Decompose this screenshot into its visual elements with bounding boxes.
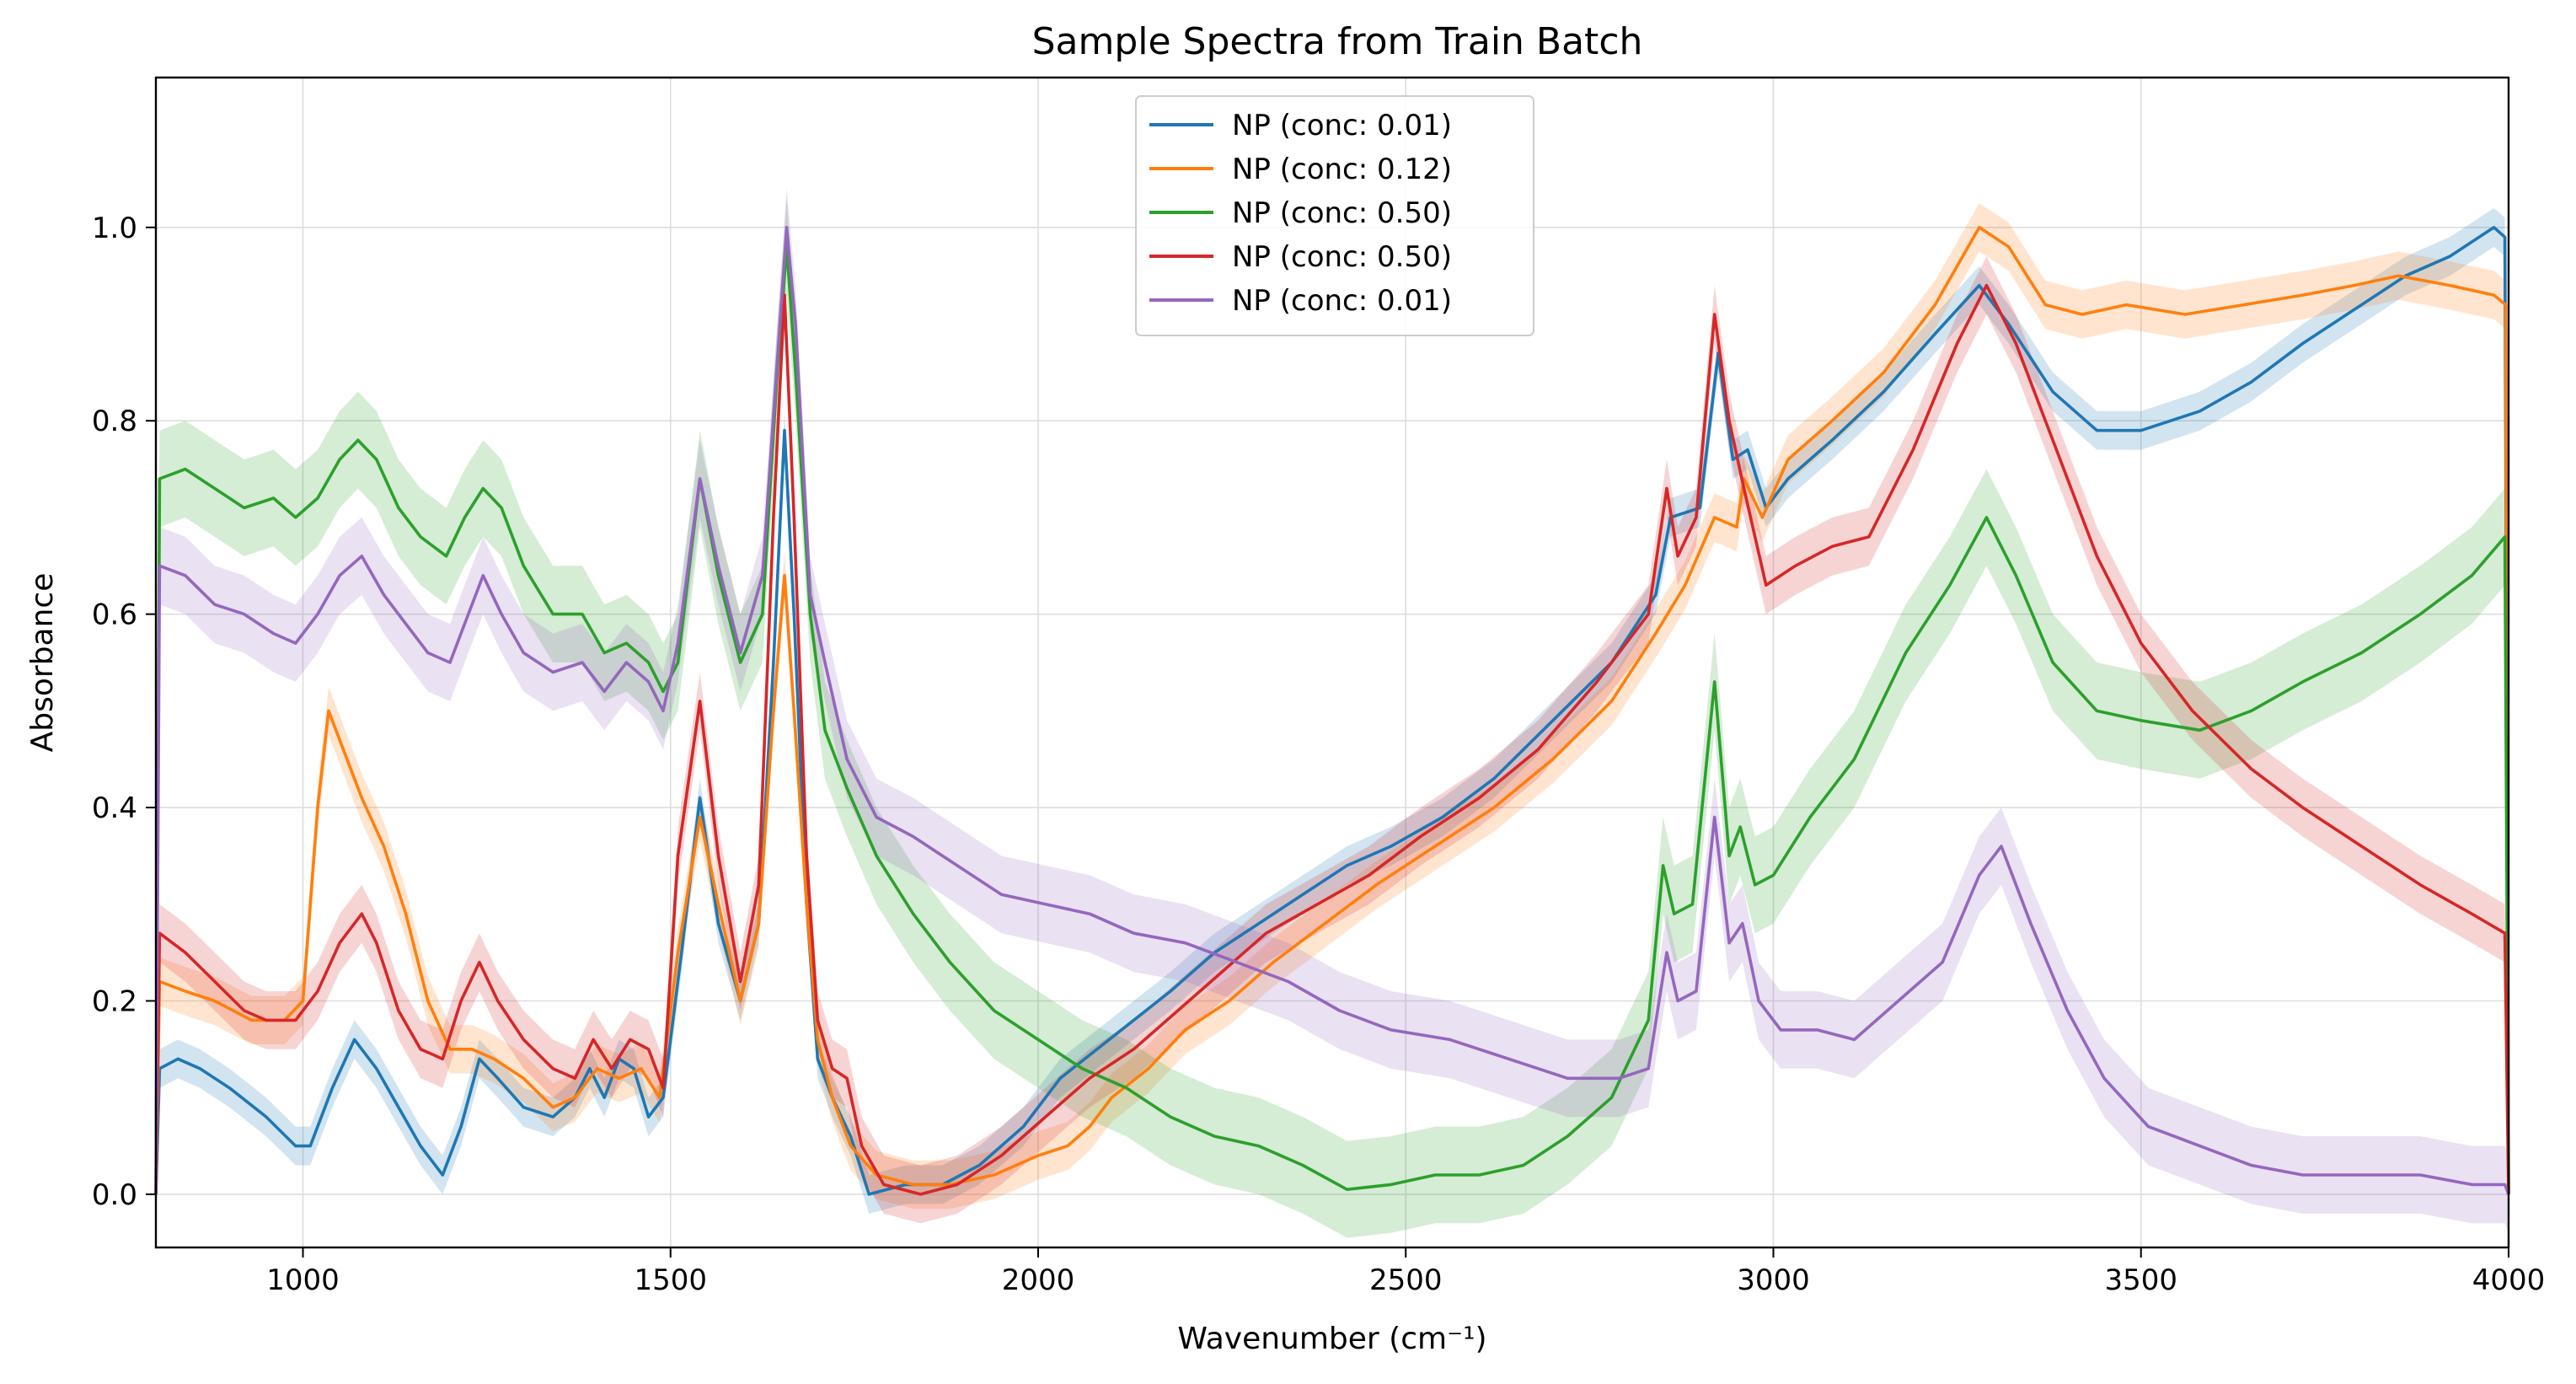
- x-tick-label: 3000: [1737, 1263, 1810, 1297]
- legend-box: [1135, 95, 1534, 336]
- plot-frame: [154, 76, 2510, 1249]
- x-tick-label: 4000: [2472, 1263, 2546, 1297]
- y-tick-label: 0.0: [92, 1178, 137, 1212]
- axis-ticks: 1000 1500 2000 2500 3000 3500 4000 0.0 0.2 0.4 0.6…: [92, 212, 2545, 1297]
- legend-label: NP (conc: 0.01): [1232, 109, 1452, 142]
- x-tick-label: 3500: [2104, 1263, 2177, 1297]
- legend-label: NP (conc: 0.50): [1232, 240, 1452, 274]
- legend: NP (conc: 0.01) NP (conc: 0.12) NP (conc: …: [1135, 95, 1534, 336]
- chart-title: Sample Spectra from Train Batch: [1032, 20, 1643, 63]
- series-1-band: [156, 207, 2509, 1214]
- series-5-band: [156, 188, 2509, 1233]
- x-tick-label: 2500: [1369, 1263, 1443, 1297]
- x-tick-label: 2000: [1002, 1263, 1075, 1297]
- series-4-line: [154, 283, 2510, 1196]
- y-tick-label: 0.4: [92, 791, 137, 825]
- legend-label: NP (conc: 0.12): [1232, 153, 1452, 186]
- grid-lines: [156, 78, 2509, 1247]
- series-2-line: [154, 225, 2510, 1194]
- x-axis-label: Wavenumber (cm⁻¹): [1177, 1322, 1486, 1356]
- y-tick-label: 0.8: [92, 405, 137, 438]
- x-tick-label: 1000: [266, 1263, 340, 1297]
- y-tick-label: 0.2: [92, 984, 137, 1018]
- y-tick-label: 0.6: [92, 598, 137, 632]
- legend-label: NP (conc: 0.01): [1232, 284, 1452, 318]
- y-tick-label: 1.0: [92, 212, 137, 245]
- series-3-line: [154, 244, 2510, 1194]
- series-lines: [154, 225, 2510, 1196]
- legend-label: NP (conc: 0.50): [1232, 196, 1452, 230]
- series-5-line: [154, 225, 2510, 1195]
- y-axis-label: Absorbance: [25, 573, 60, 753]
- x-tick-label: 1500: [634, 1263, 707, 1297]
